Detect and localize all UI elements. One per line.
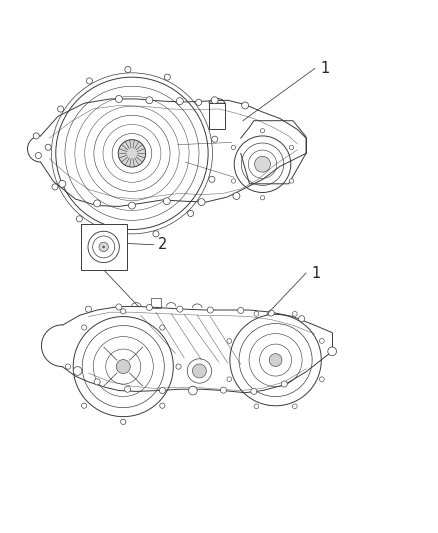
Circle shape bbox=[76, 216, 82, 222]
Circle shape bbox=[73, 367, 82, 375]
Circle shape bbox=[328, 347, 336, 356]
Circle shape bbox=[116, 360, 130, 374]
Circle shape bbox=[212, 136, 218, 142]
Circle shape bbox=[227, 338, 232, 343]
Circle shape bbox=[260, 128, 265, 133]
Circle shape bbox=[207, 307, 213, 313]
Circle shape bbox=[187, 211, 194, 216]
Circle shape bbox=[260, 196, 265, 200]
Circle shape bbox=[81, 403, 87, 408]
Text: 1: 1 bbox=[311, 265, 321, 280]
Circle shape bbox=[33, 133, 39, 139]
Circle shape bbox=[220, 387, 226, 393]
Circle shape bbox=[116, 95, 122, 102]
Circle shape bbox=[94, 379, 100, 385]
Circle shape bbox=[153, 231, 159, 237]
Circle shape bbox=[124, 386, 131, 392]
Circle shape bbox=[254, 404, 259, 409]
Circle shape bbox=[120, 419, 126, 424]
Circle shape bbox=[59, 180, 66, 187]
Circle shape bbox=[159, 387, 166, 393]
Circle shape bbox=[102, 246, 105, 248]
Circle shape bbox=[81, 325, 87, 330]
Circle shape bbox=[290, 146, 294, 150]
Circle shape bbox=[269, 354, 282, 367]
Bar bbox=[151, 298, 161, 308]
Circle shape bbox=[227, 377, 232, 382]
Circle shape bbox=[319, 377, 324, 382]
Circle shape bbox=[160, 325, 165, 330]
Circle shape bbox=[113, 233, 119, 239]
Circle shape bbox=[94, 200, 101, 207]
Circle shape bbox=[281, 381, 287, 387]
Circle shape bbox=[146, 97, 153, 104]
Circle shape bbox=[160, 403, 165, 408]
Circle shape bbox=[116, 304, 122, 310]
Circle shape bbox=[164, 74, 170, 80]
Circle shape bbox=[211, 97, 218, 104]
Circle shape bbox=[125, 67, 131, 72]
Circle shape bbox=[238, 308, 244, 313]
Text: 1: 1 bbox=[320, 61, 329, 76]
Circle shape bbox=[242, 102, 249, 109]
Circle shape bbox=[52, 184, 58, 190]
Circle shape bbox=[254, 311, 259, 316]
Bar bbox=[209, 103, 225, 130]
Circle shape bbox=[57, 106, 64, 112]
Circle shape bbox=[251, 389, 257, 394]
Circle shape bbox=[292, 311, 297, 316]
Circle shape bbox=[196, 99, 202, 106]
Circle shape bbox=[85, 306, 92, 312]
Circle shape bbox=[128, 202, 135, 209]
Circle shape bbox=[319, 338, 324, 343]
Circle shape bbox=[99, 242, 108, 252]
Circle shape bbox=[35, 152, 42, 158]
Circle shape bbox=[290, 179, 294, 183]
Circle shape bbox=[163, 198, 170, 205]
Circle shape bbox=[198, 199, 205, 206]
Circle shape bbox=[146, 304, 152, 310]
Circle shape bbox=[231, 146, 236, 150]
Circle shape bbox=[190, 386, 196, 392]
Circle shape bbox=[292, 404, 297, 409]
Circle shape bbox=[177, 98, 184, 104]
Circle shape bbox=[231, 179, 236, 183]
Circle shape bbox=[177, 306, 183, 312]
Bar bbox=[81, 224, 127, 270]
Text: 2: 2 bbox=[158, 237, 167, 252]
Circle shape bbox=[45, 144, 51, 150]
Circle shape bbox=[176, 364, 181, 369]
Circle shape bbox=[120, 309, 126, 314]
Circle shape bbox=[233, 192, 240, 199]
Circle shape bbox=[268, 310, 274, 316]
Circle shape bbox=[86, 78, 92, 84]
Circle shape bbox=[192, 364, 206, 378]
Circle shape bbox=[65, 364, 71, 369]
Circle shape bbox=[209, 176, 215, 182]
Circle shape bbox=[118, 140, 146, 167]
Circle shape bbox=[299, 316, 305, 322]
Circle shape bbox=[188, 386, 197, 395]
Circle shape bbox=[254, 156, 270, 172]
